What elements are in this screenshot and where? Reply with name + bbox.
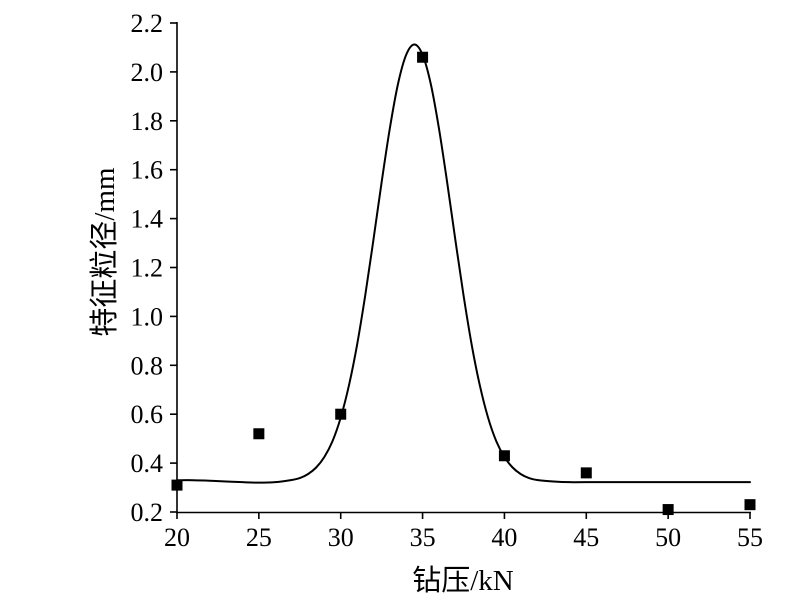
data-point: [662, 504, 674, 516]
y-tick-label: 1.0: [131, 302, 164, 331]
y-tick-label: 1.6: [131, 156, 164, 185]
fit-curve: [176, 43, 751, 484]
x-tick-label: 50: [655, 523, 681, 552]
plot-area: 0.2 0.4 0.6 0.8 1.0 1.2 1.4 1.6 1.8 2.0 2.2 20 25 30…: [131, 9, 764, 552]
x-tick-label: 45: [573, 523, 599, 552]
data-point: [498, 450, 510, 462]
y-tick-label: 1.4: [131, 205, 164, 234]
data-point: [744, 499, 756, 511]
y-tick-label: 2.2: [131, 9, 164, 38]
y-tick-label: 0.4: [131, 449, 164, 478]
data-point: [335, 408, 347, 420]
x-axis-title: 钻压/kN: [412, 564, 514, 597]
y-axis-ticks: 0.2 0.4 0.6 0.8 1.0 1.2 1.4 1.6 1.8 2.0 2.2: [131, 9, 177, 527]
y-tick-label: 0.6: [131, 400, 164, 429]
x-tick-label: 20: [164, 523, 190, 552]
data-point: [417, 51, 429, 63]
data-point: [171, 479, 183, 491]
x-tick-label: 30: [328, 523, 354, 552]
y-tick-label: 0.2: [131, 498, 164, 527]
x-axis-ticks: 20 25 30 35 40 45 50 55: [164, 512, 763, 552]
data-point: [253, 428, 265, 440]
x-tick-label: 35: [410, 523, 436, 552]
data-point: [580, 467, 592, 479]
y-tick-label: 1.2: [131, 254, 164, 283]
y-tick-label: 2.0: [131, 58, 164, 87]
data-points: [171, 51, 756, 516]
x-tick-label: 25: [246, 523, 272, 552]
x-tick-label: 40: [491, 523, 517, 552]
y-axis-title: 特征粒径/mm: [88, 167, 121, 337]
y-tick-label: 0.8: [131, 351, 164, 380]
x-tick-label: 55: [737, 523, 763, 552]
y-tick-label: 1.8: [131, 107, 164, 136]
